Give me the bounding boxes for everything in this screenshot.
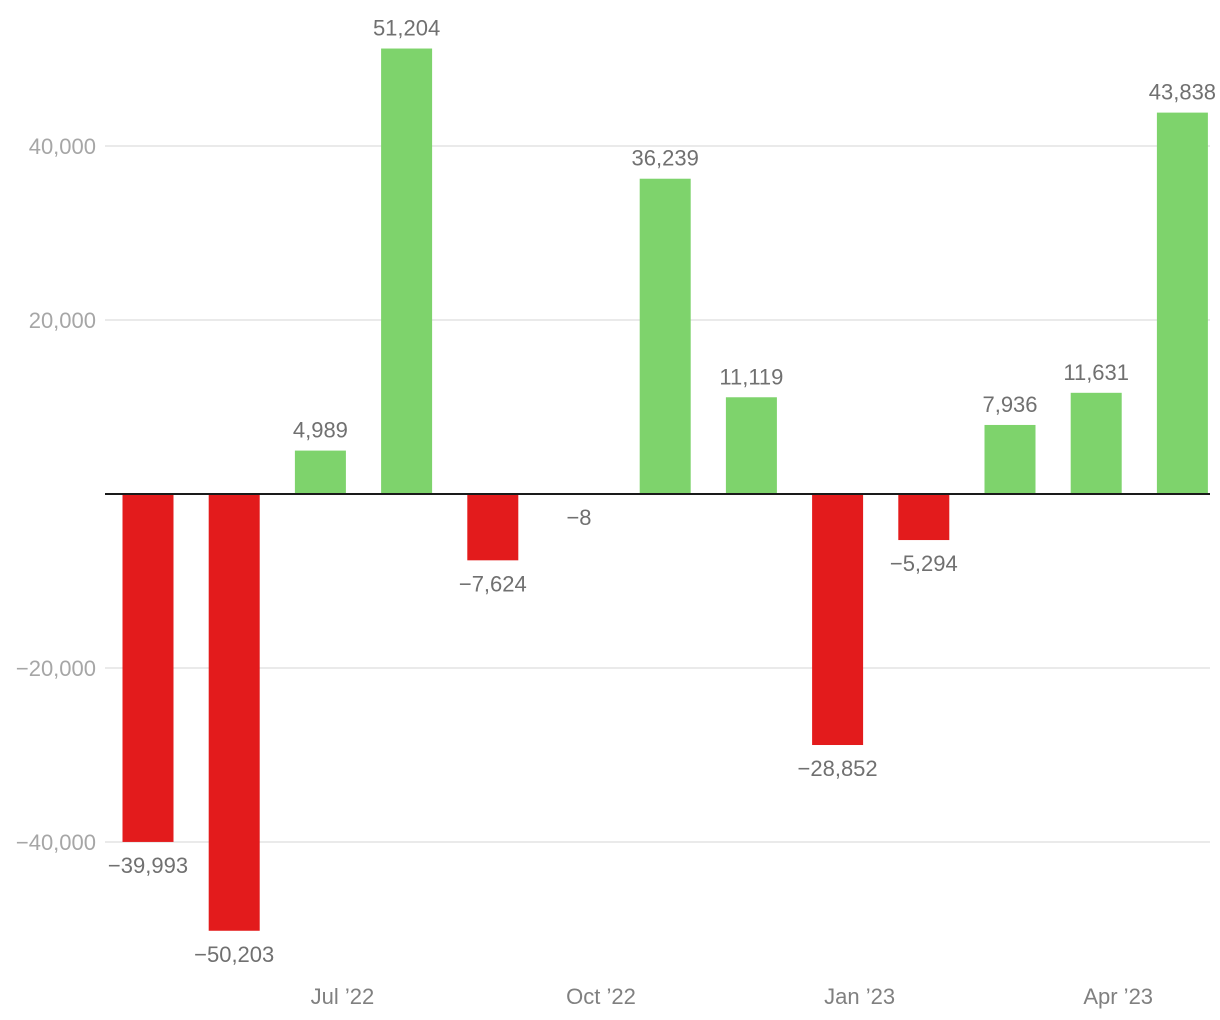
data-label: 4,989 <box>293 418 348 443</box>
y-tick-label: −20,000 <box>16 656 96 681</box>
data-label: 11,119 <box>719 364 783 389</box>
bar <box>812 494 864 746</box>
data-label: 43,838 <box>1149 80 1216 105</box>
x-tick-label: Jan ’23 <box>824 984 895 1009</box>
bar <box>898 494 950 541</box>
data-label: −39,993 <box>108 853 188 878</box>
bar <box>381 48 433 494</box>
data-label: 51,204 <box>373 16 440 41</box>
y-tick-label: 20,000 <box>29 308 96 333</box>
bar <box>294 450 346 494</box>
data-label: −8 <box>566 505 591 530</box>
bar <box>208 494 260 931</box>
bar <box>1070 392 1122 494</box>
bar <box>725 397 777 494</box>
bar <box>639 178 691 494</box>
x-tick-label: Apr ’23 <box>1083 984 1153 1009</box>
y-tick-label: −40,000 <box>16 830 96 855</box>
x-tick-label: Oct ’22 <box>566 984 636 1009</box>
data-label: 36,239 <box>632 146 699 171</box>
data-label: −50,203 <box>194 942 274 967</box>
bar <box>467 494 519 561</box>
data-label: −5,294 <box>890 551 958 576</box>
data-label: −28,852 <box>798 756 878 781</box>
data-label: −7,624 <box>459 571 527 596</box>
data-label: 11,631 <box>1063 360 1129 385</box>
y-axis-ticks: 40,000 20,000 −20,000 −40,000 <box>16 134 96 855</box>
gridlines <box>105 145 1210 843</box>
bar <box>122 494 174 842</box>
bars <box>122 48 1208 931</box>
x-axis-ticks: Jul ’22 Oct ’22 Jan ’23 Apr ’23 <box>311 984 1153 1009</box>
data-label: 7,936 <box>982 392 1037 417</box>
bar <box>984 424 1036 494</box>
data-labels: −39,993 −50,203 4,989 51,204 −7,624 −8 36,239 1… <box>108 16 1216 967</box>
y-tick-label: 40,000 <box>29 134 96 159</box>
bar <box>1156 112 1208 494</box>
x-tick-label: Jul ’22 <box>311 984 375 1009</box>
